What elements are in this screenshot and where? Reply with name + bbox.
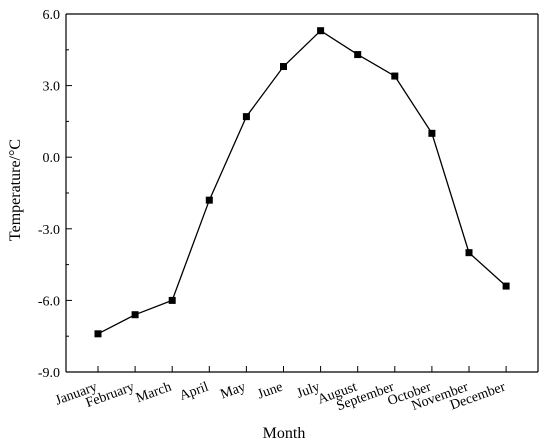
y-tick-label: 3.0	[43, 80, 61, 95]
axes	[65, 13, 539, 373]
x-tick-label: May	[219, 380, 248, 403]
data-point-november	[465, 249, 473, 257]
series-line	[97, 29, 507, 335]
data-point-may	[242, 113, 250, 121]
tick-labels: 6.03.00.0-3.0-6.0-9.0JanuaryFebruaryMarc…	[38, 8, 508, 414]
series-group	[94, 27, 510, 338]
x-tick-label: June	[256, 380, 285, 403]
y-tick-label: 0.0	[43, 151, 61, 166]
x-tick-label: March	[134, 380, 173, 407]
data-point-march	[168, 296, 176, 304]
y-tick-label: -9.0	[38, 366, 60, 381]
data-point-october	[428, 129, 436, 137]
y-axis-title: Temperature/°C	[7, 139, 24, 241]
data-point-february	[131, 311, 139, 319]
data-point-june	[280, 63, 287, 71]
data-point-september	[391, 72, 399, 80]
x-axis-title: Month	[263, 425, 306, 442]
data-point-december	[502, 282, 510, 290]
y-tick-label: 6.0	[43, 8, 61, 23]
y-tick-label: -3.0	[38, 223, 60, 238]
x-tick-label: April	[178, 380, 211, 404]
tick-marks	[66, 13, 507, 373]
y-tick-label: -6.0	[38, 294, 60, 309]
data-point-july	[317, 27, 325, 35]
data-point-august	[354, 51, 362, 59]
data-point-january	[94, 330, 102, 338]
data-point-april	[205, 196, 213, 204]
